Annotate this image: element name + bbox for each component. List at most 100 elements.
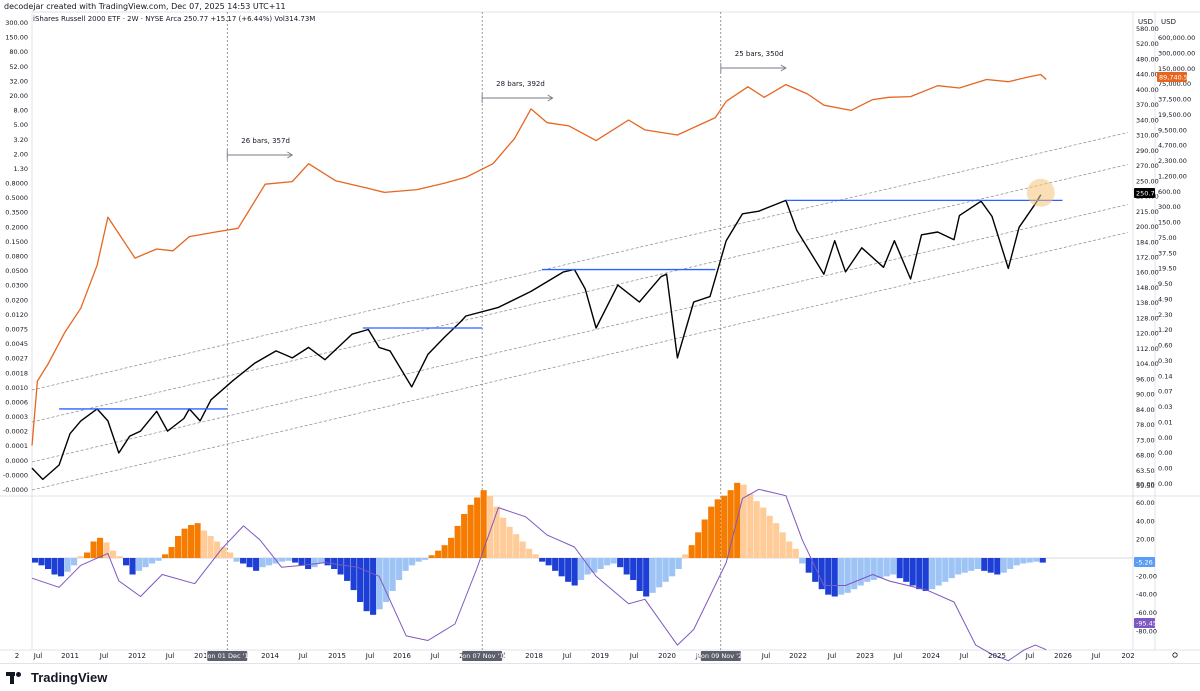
overlay-axis-tick: 9,500.00 [1158, 126, 1187, 134]
histogram-bar [409, 558, 416, 566]
price-axis-tick: 68.00 [1136, 452, 1155, 460]
histogram-bar [357, 558, 364, 602]
left-axis-tick: 150.00 [5, 34, 28, 42]
histogram-bar [519, 541, 526, 558]
overlay-axis-tick: 19,500.00 [1158, 111, 1191, 119]
overlay-axis-tick: 0.07 [1158, 388, 1172, 396]
histogram-bar [877, 558, 884, 579]
x-tick-label: 2013 [194, 652, 212, 660]
histogram-bar [916, 558, 923, 590]
price-last-tag-bg [1134, 188, 1155, 198]
histogram-bar [747, 493, 754, 558]
price-axis-tick: 128.00 [1136, 314, 1159, 322]
price-axis-tick: 270.00 [1136, 162, 1159, 170]
oscillator-axis-tick: -20.00 [1136, 572, 1157, 580]
histogram-bar [597, 558, 604, 569]
histogram-bar [838, 558, 845, 595]
left-axis-tick: -0.0000 [3, 471, 28, 479]
overlay-axis-tick: 9.50 [1158, 280, 1172, 288]
histogram-last-tag-bg [1134, 557, 1155, 567]
highlight-circle [1026, 178, 1055, 207]
histogram-bar [1013, 558, 1020, 566]
overlay-axis-tick: 75,000.00 [1158, 80, 1191, 88]
price-axis-tick: 160.00 [1136, 269, 1159, 277]
histogram-bar [773, 523, 780, 558]
left-axis-tick: 0.0200 [5, 296, 28, 304]
price-axis-tick: 59.50 [1136, 482, 1155, 490]
overlay-axis-tick: 0.30 [1158, 357, 1172, 365]
left-axis-tick: 5.00 [14, 121, 28, 129]
tradingview-logo-icon [6, 671, 28, 684]
histogram-last-tag: -5.26 [1136, 559, 1153, 567]
histogram-bar [883, 558, 890, 577]
histogram-bar [77, 556, 84, 558]
histogram-bar [344, 558, 351, 581]
trend-channel-line [31, 204, 1129, 463]
tradingview-logo[interactable]: TradingView [6, 670, 107, 685]
histogram-bar [136, 558, 143, 571]
histogram-bar [779, 532, 786, 558]
histogram-bar [805, 558, 812, 573]
overlay-axis-tick: 300.00 [1158, 203, 1181, 211]
oscillator-axis-tick: -60.00 [1136, 609, 1157, 617]
overlay-axis-tick: 0.00 [1158, 465, 1172, 473]
histogram-bar [1020, 558, 1027, 564]
histogram-bar [792, 548, 799, 558]
overlay-axis-tick: 300,000.00 [1158, 49, 1195, 57]
overlay-axis-tick: 0.00 [1158, 480, 1172, 488]
left-axis-tick: 52.00 [9, 63, 28, 71]
x-tick-label: 2016 [393, 652, 411, 660]
histogram-bar [630, 558, 637, 580]
histogram-bar [84, 552, 91, 558]
histogram-bar [565, 558, 572, 582]
x-tick-label: 2022 [789, 652, 807, 660]
histogram-bar [513, 534, 520, 558]
histogram-bar [591, 558, 598, 573]
price-axis-tick: 148.00 [1136, 284, 1159, 292]
overlay-axis-tick: 75.00 [1158, 234, 1177, 242]
x-tick-label: Jul [33, 652, 43, 660]
histogram-bar [279, 558, 286, 562]
histogram-bar [968, 558, 975, 571]
trend-channel-line [31, 232, 1129, 491]
overlay-axis-unit: USD [1161, 18, 1176, 26]
histogram-bar [740, 484, 747, 558]
oscillator-axis-tick: 80.00 [1136, 481, 1155, 489]
histogram-bar [207, 536, 214, 558]
histogram-bar [376, 558, 383, 610]
histogram-bar [402, 558, 409, 571]
overlay-axis-tick: 0.14 [1158, 372, 1172, 380]
footer-bar: TradingView [0, 663, 1200, 691]
overlay-axis-tick: 0.00 [1158, 449, 1172, 457]
trend-channel-line [31, 164, 1129, 423]
cycle-date-tag: Mon 01 Dec '12 [202, 652, 253, 660]
histogram-bar [285, 558, 292, 561]
left-axis-tick: 8.00 [14, 107, 28, 115]
histogram-bar [45, 558, 52, 569]
histogram-bar [1033, 558, 1040, 562]
histogram-bar [233, 558, 240, 562]
histogram-bar [1000, 558, 1007, 573]
x-tick-label: Jul [1091, 652, 1101, 660]
price-last-tag: 250.77 [1136, 190, 1159, 198]
overlay-axis-tick: 4.90 [1158, 295, 1172, 303]
histogram-bar [552, 558, 559, 571]
overlay-axis-tick: 1.20 [1158, 326, 1172, 334]
left-axis-tick: 20.00 [9, 92, 28, 100]
histogram-bar [363, 558, 370, 612]
histogram-bar [487, 495, 494, 558]
histogram-bar [272, 558, 279, 564]
histogram-bar [545, 558, 552, 566]
histogram-bar [643, 558, 650, 597]
histogram-bar [123, 558, 130, 566]
arrow-head-icon [547, 94, 554, 102]
histogram-bar [246, 558, 253, 568]
histogram-bar [890, 558, 897, 575]
histogram-bar [175, 536, 182, 558]
oscillator-last-tag: -95.45 [1136, 620, 1157, 628]
x-tick-label: Jul [430, 652, 440, 660]
left-axis-tick: 0.0001 [5, 442, 28, 450]
x-tick-label: Jul [827, 652, 837, 660]
left-axis-tick: 80.00 [9, 48, 28, 56]
